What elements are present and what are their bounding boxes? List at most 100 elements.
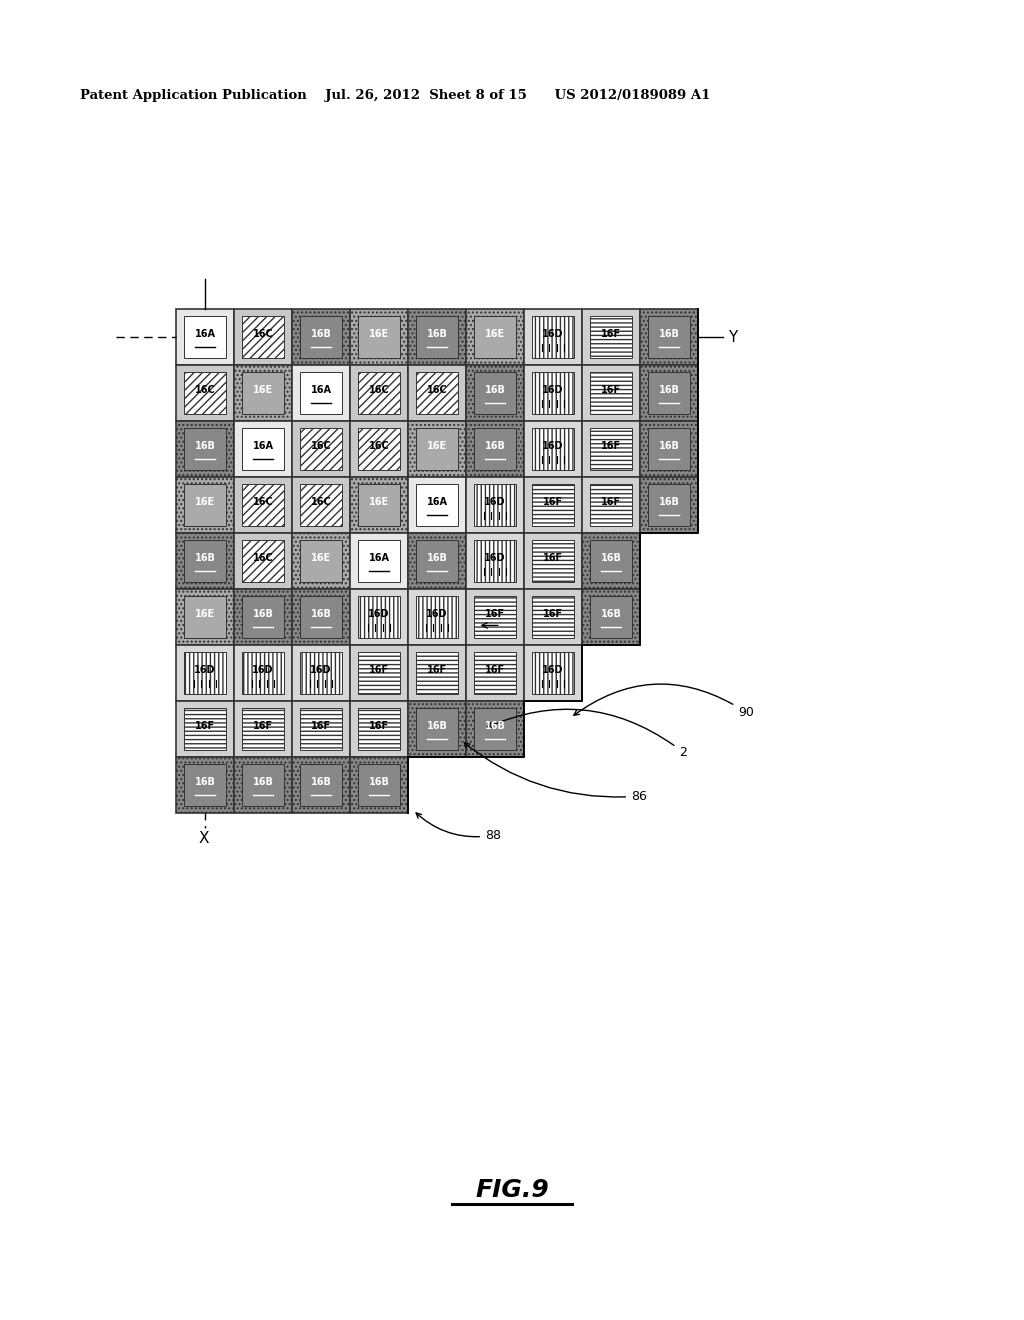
Bar (582, 366, 640, 421)
Text: 16F: 16F (601, 496, 622, 507)
Text: 16B: 16B (310, 776, 332, 787)
Bar (408, 309, 466, 366)
Text: 16D: 16D (426, 609, 447, 619)
Text: 16A: 16A (427, 496, 447, 507)
Bar (183, 597, 226, 638)
Bar (582, 533, 640, 589)
Bar (640, 477, 698, 533)
Bar (176, 421, 234, 477)
Text: 16D: 16D (369, 609, 390, 619)
Bar (466, 533, 524, 589)
Text: 16F: 16F (369, 665, 389, 675)
Bar (582, 421, 640, 477)
Bar (242, 372, 285, 413)
Bar (176, 701, 234, 756)
Bar (300, 540, 342, 582)
Text: 16D: 16D (484, 553, 506, 562)
Bar (466, 589, 524, 645)
Text: 16D: 16D (310, 665, 332, 675)
Bar (234, 421, 292, 477)
Bar (176, 756, 234, 813)
Text: 16C: 16C (427, 384, 447, 395)
Bar (408, 701, 466, 756)
Text: FIG.9: FIG.9 (475, 1177, 549, 1203)
Bar (416, 484, 459, 525)
Bar (408, 533, 466, 589)
Text: 16D: 16D (543, 441, 564, 450)
Text: 16C: 16C (195, 384, 215, 395)
Bar (350, 533, 408, 589)
Bar (242, 484, 285, 525)
Bar (183, 764, 226, 805)
Bar (176, 366, 234, 421)
Bar (647, 428, 690, 470)
Bar (300, 652, 342, 694)
Text: 16B: 16B (484, 721, 506, 731)
Bar (531, 597, 574, 638)
Text: 16B: 16B (658, 384, 680, 395)
Bar (524, 645, 582, 701)
Bar (357, 652, 400, 694)
Bar (234, 309, 292, 366)
Bar (416, 540, 459, 582)
Text: 16D: 16D (543, 384, 564, 395)
Text: 16C: 16C (310, 496, 332, 507)
Text: 16E: 16E (311, 553, 331, 562)
Bar (234, 645, 292, 701)
Bar (640, 366, 698, 421)
Bar (242, 597, 285, 638)
Text: 16F: 16F (543, 553, 563, 562)
Text: 16B: 16B (253, 609, 273, 619)
Bar (242, 428, 285, 470)
Bar (292, 366, 350, 421)
Bar (357, 540, 400, 582)
Text: 16E: 16E (253, 384, 273, 395)
Text: 16E: 16E (485, 329, 505, 339)
Bar (300, 709, 342, 750)
Bar (176, 589, 234, 645)
Bar (300, 764, 342, 805)
Text: Y: Y (728, 330, 737, 345)
Text: 16C: 16C (253, 553, 273, 562)
Bar (300, 597, 342, 638)
Text: 16D: 16D (195, 665, 216, 675)
Bar (647, 317, 690, 358)
Text: 16B: 16B (195, 441, 215, 450)
Text: 88: 88 (416, 813, 501, 842)
Bar (473, 317, 516, 358)
Text: 16D: 16D (543, 329, 564, 339)
Bar (408, 589, 466, 645)
Text: 16F: 16F (253, 721, 273, 731)
Bar (647, 484, 690, 525)
Bar (234, 589, 292, 645)
Text: 16B: 16B (484, 384, 506, 395)
Text: 16F: 16F (601, 329, 622, 339)
Bar (531, 372, 574, 413)
Bar (350, 421, 408, 477)
Bar (357, 484, 400, 525)
Text: 16B: 16B (427, 721, 447, 731)
Bar (292, 309, 350, 366)
Bar (524, 309, 582, 366)
Bar (350, 756, 408, 813)
Text: 16B: 16B (310, 609, 332, 619)
Bar (234, 756, 292, 813)
Bar (531, 652, 574, 694)
Bar (242, 764, 285, 805)
Text: 16E: 16E (195, 496, 215, 507)
Text: 16D: 16D (543, 665, 564, 675)
Text: X: X (199, 832, 210, 846)
Bar (416, 709, 459, 750)
Bar (357, 764, 400, 805)
Bar (524, 533, 582, 589)
Text: Patent Application Publication    Jul. 26, 2012  Sheet 8 of 15      US 2012/0189: Patent Application Publication Jul. 26, … (80, 88, 711, 102)
Bar (350, 701, 408, 756)
Text: 2: 2 (487, 709, 687, 759)
Bar (292, 477, 350, 533)
Bar (524, 589, 582, 645)
Bar (357, 597, 400, 638)
Bar (183, 709, 226, 750)
Bar (350, 366, 408, 421)
Bar (183, 652, 226, 694)
Text: 16F: 16F (427, 665, 447, 675)
